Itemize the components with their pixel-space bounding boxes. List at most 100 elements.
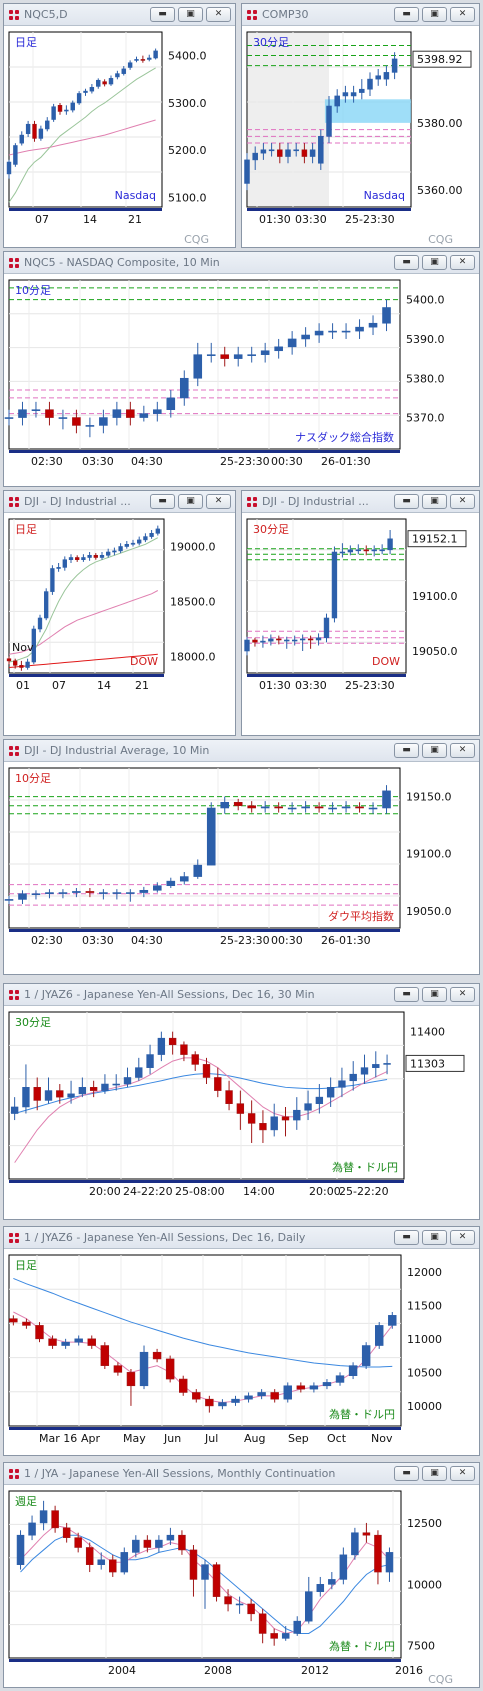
price-chart[interactable]: 01 07 14 21 19000.0 18500.0 18000.0 日足 DOW Nov <box>4 514 237 737</box>
window-titlebar[interactable]: NQC5 - NASDAQ Composite, 10 Min ▬ ▣ ✕ <box>4 252 479 274</box>
candle-body <box>363 549 369 552</box>
candle-body <box>50 568 55 592</box>
candle-body <box>100 1345 110 1366</box>
candle-body <box>85 891 95 893</box>
candle-body <box>18 409 27 418</box>
candle-body <box>351 1532 359 1556</box>
cqg-logo-icon <box>9 1233 20 1243</box>
candle-body <box>367 78 373 90</box>
candle-body <box>293 1109 301 1121</box>
candle-body <box>155 1539 163 1548</box>
restore-button[interactable]: ▣ <box>422 1466 447 1481</box>
candle-body <box>126 1372 136 1387</box>
candle-body <box>382 790 391 809</box>
time-bar <box>9 450 400 453</box>
candle-body <box>93 554 98 558</box>
close-button[interactable]: ✕ <box>450 743 475 758</box>
window-titlebar[interactable]: DJI - DJ Industrial Average, 10 Min ▬ ▣ ✕ <box>4 740 479 762</box>
y-tick-label: 5370.0 <box>406 412 445 425</box>
x-tick-label: 03:30 <box>295 213 327 226</box>
window-titlebar[interactable]: 1 / JYAZ6 - Japanese Yen-All Sessions, D… <box>4 1227 479 1249</box>
candle-body <box>99 892 108 894</box>
close-button[interactable]: ✕ <box>450 255 475 270</box>
price-chart[interactable]: Mar 16 Apr May Jun Jul Aug Sep Oct Nov 12000 11500… <box>4 1250 481 1457</box>
price-chart[interactable]: 01:30 03:30 25-23:30 5398.92 5380.00 5360.00 3… <box>242 27 481 249</box>
plot-area <box>8 1254 402 1427</box>
x-tick-label: 21 <box>135 679 149 692</box>
price-chart[interactable]: 02:30 03:30 04:30 25-23:30 00:30 26-01:30 5400… <box>4 275 481 488</box>
minimize-button[interactable]: ▬ <box>394 987 419 1002</box>
minimize-button[interactable]: ▬ <box>394 7 419 22</box>
candle-body <box>214 1077 222 1091</box>
candle-body <box>9 1318 18 1323</box>
minimize-button[interactable]: ▬ <box>394 1230 419 1245</box>
candle-body <box>32 123 37 139</box>
restore-button[interactable]: ▣ <box>422 743 447 758</box>
y-tick-label: 5360.00 <box>417 184 463 197</box>
period-label: 30分足 <box>253 523 289 536</box>
window-titlebar[interactable]: DJI - DJ Industrial ... ▬ ▣ ✕ <box>4 491 235 513</box>
candle-body <box>178 1534 186 1551</box>
window-titlebar[interactable]: 1 / JYAZ6 - Japanese Yen-All Sessions, D… <box>4 984 479 1006</box>
minimize-button[interactable]: ▬ <box>150 7 175 22</box>
window-title: DJI - DJ Industrial Average, 10 Min <box>24 744 210 757</box>
restore-button[interactable]: ▣ <box>422 494 447 509</box>
minimize-button[interactable]: ▬ <box>394 494 419 509</box>
period-label: 週足 <box>15 1495 37 1508</box>
candle-body <box>102 81 107 85</box>
candle-body <box>22 1087 30 1108</box>
candle-body <box>304 1103 312 1111</box>
candle-body <box>331 551 338 619</box>
candle-body <box>179 1378 188 1393</box>
candle-body <box>268 638 274 642</box>
last-price-box <box>412 50 472 68</box>
window-titlebar[interactable]: DJI - DJ Industrial ... ▬ ▣ ✕ <box>242 491 479 513</box>
close-button[interactable]: ✕ <box>450 1466 475 1481</box>
candle-body <box>292 639 298 642</box>
minimize-button[interactable]: ▬ <box>394 255 419 270</box>
minimize-button[interactable]: ▬ <box>150 494 175 509</box>
price-chart[interactable]: 01:30 03:30 25-23:30 19152.1 19100.0 19050.0 3… <box>242 514 481 737</box>
x-tick-label: 00:30 <box>271 934 303 947</box>
candle-body <box>89 87 95 92</box>
chart-window-dji-10min: DJI - DJ Industrial Average, 10 Min ▬ ▣ ✕ … <box>3 739 480 975</box>
restore-button[interactable]: ▣ <box>178 7 203 22</box>
candle-body <box>108 78 114 85</box>
candle-body <box>70 102 75 111</box>
candle-body <box>276 638 282 641</box>
restore-button[interactable]: ▣ <box>422 987 447 1002</box>
x-tick-label: 25-22:20 <box>339 1185 389 1198</box>
close-button[interactable]: ✕ <box>206 7 231 22</box>
x-tick-label: Mar 16 <box>39 1432 77 1445</box>
x-tick-label: 26-01:30 <box>321 934 371 947</box>
candle-body <box>338 1080 346 1088</box>
restore-button[interactable]: ▣ <box>422 1230 447 1245</box>
close-button[interactable]: ✕ <box>450 494 475 509</box>
moving-average-slow <box>13 1278 393 1368</box>
candle-body <box>132 1539 140 1553</box>
price-chart[interactable]: 07 14 21 5400.0 5300.0 5200.0 5100.0 日足 Nasdaq CQ… <box>4 27 237 249</box>
moving-average-slow <box>8 119 156 156</box>
price-chart[interactable]: 20:00 24-22:20 25-08:00 14:00 20:0025-22:201… <box>4 1007 481 1221</box>
candle-body <box>260 350 270 355</box>
close-button[interactable]: ✕ <box>206 494 231 509</box>
candle-body <box>299 638 306 641</box>
restore-button[interactable]: ▣ <box>422 255 447 270</box>
candle-body <box>201 1564 209 1580</box>
candle-body <box>284 639 290 642</box>
minimize-button[interactable]: ▬ <box>394 743 419 758</box>
close-button[interactable]: ✕ <box>450 7 475 22</box>
close-button[interactable]: ✕ <box>450 987 475 1002</box>
restore-button[interactable]: ▣ <box>422 7 447 22</box>
window-titlebar[interactable]: NQC5,D ▬ ▣ ✕ <box>4 4 235 26</box>
window-titlebar[interactable]: 1 / JYA - Japanese Yen-All Sessions, Mon… <box>4 1463 479 1485</box>
price-chart[interactable]: 02:30 03:30 04:30 25-23:30 00:30 26-01:30 1915… <box>4 763 481 976</box>
window-titlebar[interactable]: COMP30 ▬ ▣ ✕ <box>242 4 479 26</box>
x-tick-label: 03:30 <box>82 455 114 468</box>
candle-body <box>146 1054 154 1068</box>
close-button[interactable]: ✕ <box>450 1230 475 1245</box>
x-tick-label: 04:30 <box>131 455 163 468</box>
restore-button[interactable]: ▣ <box>178 494 203 509</box>
minimize-button[interactable]: ▬ <box>394 1466 419 1481</box>
